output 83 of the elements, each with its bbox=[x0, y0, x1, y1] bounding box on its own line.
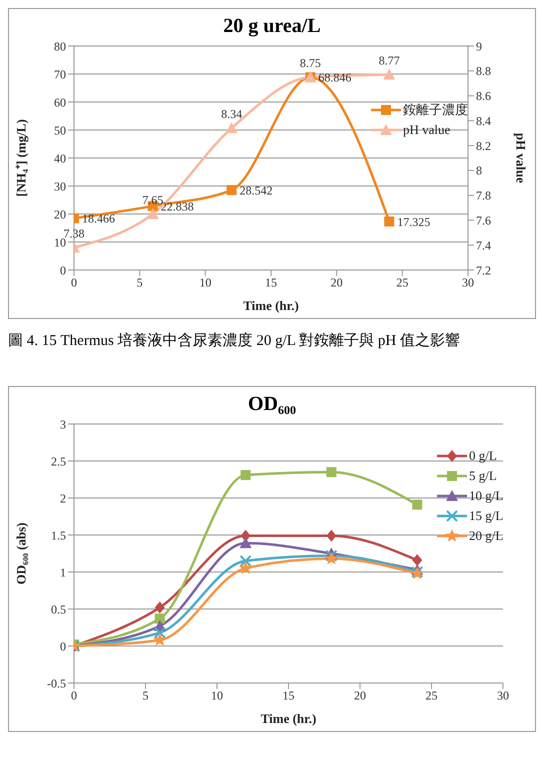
x-tick-label: 10 bbox=[211, 688, 223, 703]
x-axis-title: Time (hr.) bbox=[243, 298, 299, 313]
y-tick-label: 80 bbox=[54, 39, 66, 54]
data-label: 28.542 bbox=[240, 183, 273, 198]
point bbox=[153, 633, 166, 646]
chart-title: 20 g urea/L bbox=[222, 14, 322, 38]
y-tick-label: 1 bbox=[60, 565, 66, 580]
chart-title: OD₆₀₀ bbox=[247, 392, 297, 416]
point bbox=[154, 626, 166, 639]
legend-label: 15 g/L bbox=[469, 508, 504, 524]
y-tick-label: 50 bbox=[54, 123, 66, 138]
point bbox=[240, 554, 252, 567]
x-tick-label: 15 bbox=[265, 276, 277, 290]
x-tick-label: 5 bbox=[142, 688, 148, 703]
y-tick-label: 40 bbox=[54, 151, 66, 166]
y2-tick-label: 8.2 bbox=[476, 138, 491, 153]
x-tick-label: 0 bbox=[71, 276, 77, 290]
x-tick-label: 25 bbox=[426, 688, 438, 703]
legend-label: 10 g/L bbox=[469, 488, 504, 504]
y-tick-label: 1.5 bbox=[51, 528, 66, 542]
point bbox=[240, 537, 252, 548]
point bbox=[226, 122, 238, 134]
y2-tick-label: 8.6 bbox=[476, 89, 491, 104]
y-tick-label: 30 bbox=[54, 179, 66, 194]
y-tick-label: 0.5 bbox=[51, 602, 66, 616]
y-tick-label: 0 bbox=[60, 263, 66, 278]
y-tick-label: 70 bbox=[54, 67, 66, 82]
point bbox=[154, 602, 165, 614]
point bbox=[412, 554, 422, 566]
legend-label: 20 g/L bbox=[469, 528, 504, 544]
x-tick-label: 5 bbox=[136, 276, 143, 290]
point bbox=[146, 208, 159, 219]
point bbox=[238, 561, 252, 574]
point bbox=[384, 216, 394, 226]
x-tick-label: 30 bbox=[462, 276, 474, 290]
data-label: 8.34 bbox=[221, 107, 242, 122]
y-tick-label: -0.5 bbox=[47, 676, 66, 690]
y2-tick-label: 8.8 bbox=[476, 64, 491, 78]
point bbox=[326, 530, 336, 542]
legend-label: 0 g/L bbox=[469, 448, 497, 464]
point bbox=[240, 470, 251, 480]
point bbox=[226, 185, 237, 196]
data-label: 8.77 bbox=[378, 54, 400, 68]
legend-label: 5 g/L bbox=[469, 468, 497, 484]
x-tick-label: 25 bbox=[396, 276, 408, 290]
x-axis-title: Time (hr.) bbox=[260, 711, 316, 726]
point bbox=[326, 467, 336, 478]
y2-axis-title: pH value bbox=[513, 132, 528, 184]
data-label: 17.325 bbox=[397, 214, 430, 229]
data-label: 8.75 bbox=[300, 56, 321, 70]
caption: 圖 4. 15 Thermus 培養液中含尿素濃度 20 g/L 對銨離子與 pH 值之影響 bbox=[8, 331, 461, 350]
y2-tick-label: 7.8 bbox=[476, 188, 491, 203]
point bbox=[383, 68, 396, 80]
y-tick-label: 2.5 bbox=[51, 454, 66, 468]
data-label: 18.466 bbox=[82, 212, 115, 226]
y-tick-label: 3 bbox=[60, 417, 66, 432]
y2-tick-label: 9 bbox=[476, 39, 482, 54]
point bbox=[324, 552, 338, 564]
y2-tick-label: 8.4 bbox=[476, 114, 491, 128]
x-tick-label: 15 bbox=[282, 688, 294, 703]
point bbox=[325, 550, 338, 562]
x-tick-label: 20 bbox=[330, 276, 343, 290]
y2-tick-label: 8 bbox=[476, 164, 482, 178]
y2-tick-label: 7.6 bbox=[476, 213, 491, 228]
x-tick-label: 0 bbox=[71, 688, 77, 703]
y-tick-label: 10 bbox=[54, 235, 66, 250]
point bbox=[154, 614, 165, 624]
y2-tick-label: 7.4 bbox=[476, 238, 491, 252]
y2-tick-label: 7.2 bbox=[476, 263, 491, 278]
y-tick-label: 0 bbox=[60, 639, 66, 654]
x-tick-label: 20 bbox=[354, 688, 366, 703]
y-tick-label: 60 bbox=[54, 95, 66, 110]
data-label: 7.65 bbox=[142, 193, 164, 207]
x-tick-label: 30 bbox=[497, 688, 509, 703]
legend-label: 銨離子濃度 bbox=[403, 101, 468, 119]
point bbox=[412, 500, 422, 510]
data-label: 68.846 bbox=[318, 70, 352, 84]
x-tick-label: 10 bbox=[199, 276, 212, 290]
y-tick-label: 20 bbox=[54, 207, 66, 222]
y-tick-label: 2 bbox=[60, 491, 66, 506]
y-axis-title: OD₆₀₀ (abs) bbox=[14, 522, 29, 584]
y-axis-title: [NH₄⁺] (mg/L) bbox=[14, 119, 29, 197]
legend-label: pH value bbox=[403, 122, 450, 138]
